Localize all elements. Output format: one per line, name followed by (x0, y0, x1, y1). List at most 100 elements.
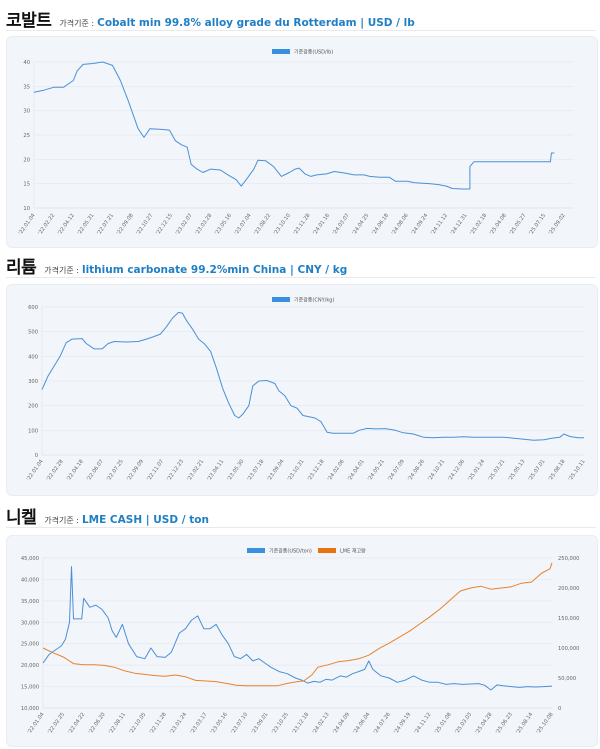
x-tick-label: '25.10.08 (536, 712, 555, 736)
price-basis-prefix: 가격기준 : (59, 19, 95, 28)
y2-tick-label: 100,000 (558, 646, 579, 652)
x-tick-label: '25.01.24 (467, 458, 486, 482)
section-divider (6, 30, 596, 31)
chart-card-lithium: 0 100 200 300 400 500 600'22.01.04'22.02.28'22… (6, 284, 598, 496)
x-tick-label: '24.04.01 (347, 459, 366, 483)
x-tick-label: '25.10.11 (568, 459, 587, 483)
x-tick-label: '24.08.26 (407, 459, 426, 483)
legend-label: 기준광종(USD/ton) (269, 548, 312, 555)
y-tick-label: 25,000 (21, 642, 39, 648)
x-tick-label: '23.02.21 (186, 459, 205, 483)
chart-card-cobalt: 10 15 20 25 30 35 40 '22.01.04'22.02.22'22.04.1… (6, 36, 598, 248)
x-tick-label: '22.12.15 (155, 213, 174, 237)
section-divider (6, 527, 596, 528)
x-tick-label: '25.08.14 (515, 711, 534, 735)
price-basis-prefix: 가격기준 : (44, 266, 79, 275)
x-tick-label: '24.02.06 (327, 459, 346, 483)
section-divider (6, 277, 596, 278)
price-basis: Cobalt min 99.8% alloy grade du Rotterda… (97, 17, 415, 29)
chart-lithium: 0100200300400500600'22.01.04'22.02.28'22… (26, 297, 587, 483)
section-title: 코발트 (6, 11, 52, 31)
x-tick-label: '23.05.16 (210, 712, 229, 736)
legend-label: 기준광종(CNY/kg) (294, 297, 334, 304)
x-tick-label: '24.08.06 (391, 213, 410, 237)
x-tick-label: '24.07.26 (373, 712, 392, 736)
x-tick-label: '24.12.31 (450, 213, 469, 237)
x-tick-label: '22.09.08 (116, 213, 135, 237)
x-tick-label: '23.09.01 (251, 712, 270, 736)
y-tick-label: 30 (23, 109, 30, 115)
y-tick-label: 35,000 (21, 599, 39, 605)
y-tick-label: 35 (23, 84, 30, 90)
x-tick-label: '23.05.16 (214, 213, 233, 237)
y-tick-label: 500 (28, 330, 38, 336)
x-tick-label: '23.07.18 (246, 459, 265, 483)
y-tick-label: 10,000 (21, 706, 39, 712)
x-tick-label: '22.10.27 (135, 213, 154, 237)
x-tick-label: '22.10.05 (128, 712, 147, 736)
x-tick-label: '25.04.28 (475, 712, 494, 736)
x-tick-label: '23.10.31 (287, 459, 306, 483)
section-header-nickel: 니켈 가격기준 : LME CASH | USD / ton (6, 503, 209, 528)
legend-swatch (318, 548, 336, 553)
x-tick-label: '25.07.15 (528, 213, 547, 237)
x-tick-label: '22.07.21 (96, 213, 115, 237)
x-tick-label: '24.03.07 (332, 213, 351, 237)
x-tick-label: '24.04.09 (332, 712, 351, 736)
x-tick-label: '22.02.25 (47, 712, 66, 736)
x-tick-label: '23.11.28 (293, 213, 312, 237)
x-tick-label: '22.11.28 (149, 712, 168, 736)
legend-label: 기준광종(USD/lb) (294, 49, 333, 56)
x-tick-label: '23.02.07 (175, 213, 194, 237)
y-tick-label: 25 (23, 133, 30, 139)
x-tick-label: '22.01.04 (26, 458, 45, 482)
y-tick-label: 45,000 (21, 556, 39, 562)
x-tick-label: '23.03.28 (194, 213, 213, 237)
price-basis: LME CASH | USD / ton (81, 514, 209, 526)
x-tick-label: '23.10.25 (271, 712, 290, 736)
series-line-1 (42, 562, 553, 687)
legend-swatch (247, 548, 265, 553)
x-tick-label: '22.01.04 (27, 711, 46, 735)
x-tick-label: '22.06.20 (88, 712, 107, 736)
legend-label: LME 재고량 (340, 548, 366, 555)
x-tick-label: '24.06.04 (352, 711, 371, 735)
y-tick-label: 0 (35, 453, 38, 459)
y-tick-label: 400 (28, 354, 38, 360)
x-tick-label: '24.05.21 (367, 459, 386, 483)
x-tick-label: '25.03.03 (454, 712, 473, 736)
section-title: 니켈 (6, 508, 37, 528)
chart-card-nickel: 10,000 15,000 20,000 25,000 30,000 35,000 40,0… (6, 535, 598, 747)
x-tick-label: '23.07.04 (234, 212, 253, 236)
x-tick-label: '22.02.22 (37, 213, 56, 237)
x-tick-label: '22.04.22 (67, 712, 86, 736)
x-tick-label: '22.06.07 (86, 459, 105, 483)
x-tick-label: '23.01.24 (169, 711, 188, 735)
series-line-0 (42, 566, 553, 691)
chart-nickel: 10,000 15,000 20,000 25,000 30,000 35,000 40,0… (21, 548, 580, 736)
x-tick-label: '24.11.12 (413, 712, 432, 736)
x-tick-label: '25.08.18 (548, 459, 567, 483)
x-tick-label: '23.05.30 (226, 459, 245, 483)
y-tick-label: 40,000 (21, 577, 39, 583)
x-tick-label: '24.12.06 (447, 459, 466, 483)
x-tick-label: '22.05.31 (77, 213, 96, 237)
x-tick-label: '22.11.07 (146, 459, 165, 483)
y-tick-label: 200 (28, 404, 38, 410)
price-basis-prefix: 가격기준 : (44, 516, 79, 525)
x-tick-label: '22.07.25 (106, 459, 125, 483)
series-line-0 (33, 61, 555, 190)
x-tick-label: '22.01.04 (18, 212, 37, 236)
x-tick-label: '22.09.09 (126, 459, 145, 483)
y-tick-label: 300 (28, 379, 38, 385)
x-tick-label: '22.12.23 (166, 459, 185, 483)
x-tick-label: '25.05.13 (507, 459, 526, 483)
x-tick-label: '24.09.19 (393, 712, 412, 736)
x-tick-label: '25.06.23 (495, 712, 514, 736)
section-title: 리튬 (6, 258, 37, 278)
x-tick-label: '25.02.18 (469, 213, 488, 237)
x-tick-label: '24.01.16 (312, 213, 331, 237)
x-tick-label: '23.08.22 (253, 213, 272, 237)
x-tick-label: '22.04.18 (66, 459, 85, 483)
y2-tick-label: 200,000 (558, 586, 579, 592)
